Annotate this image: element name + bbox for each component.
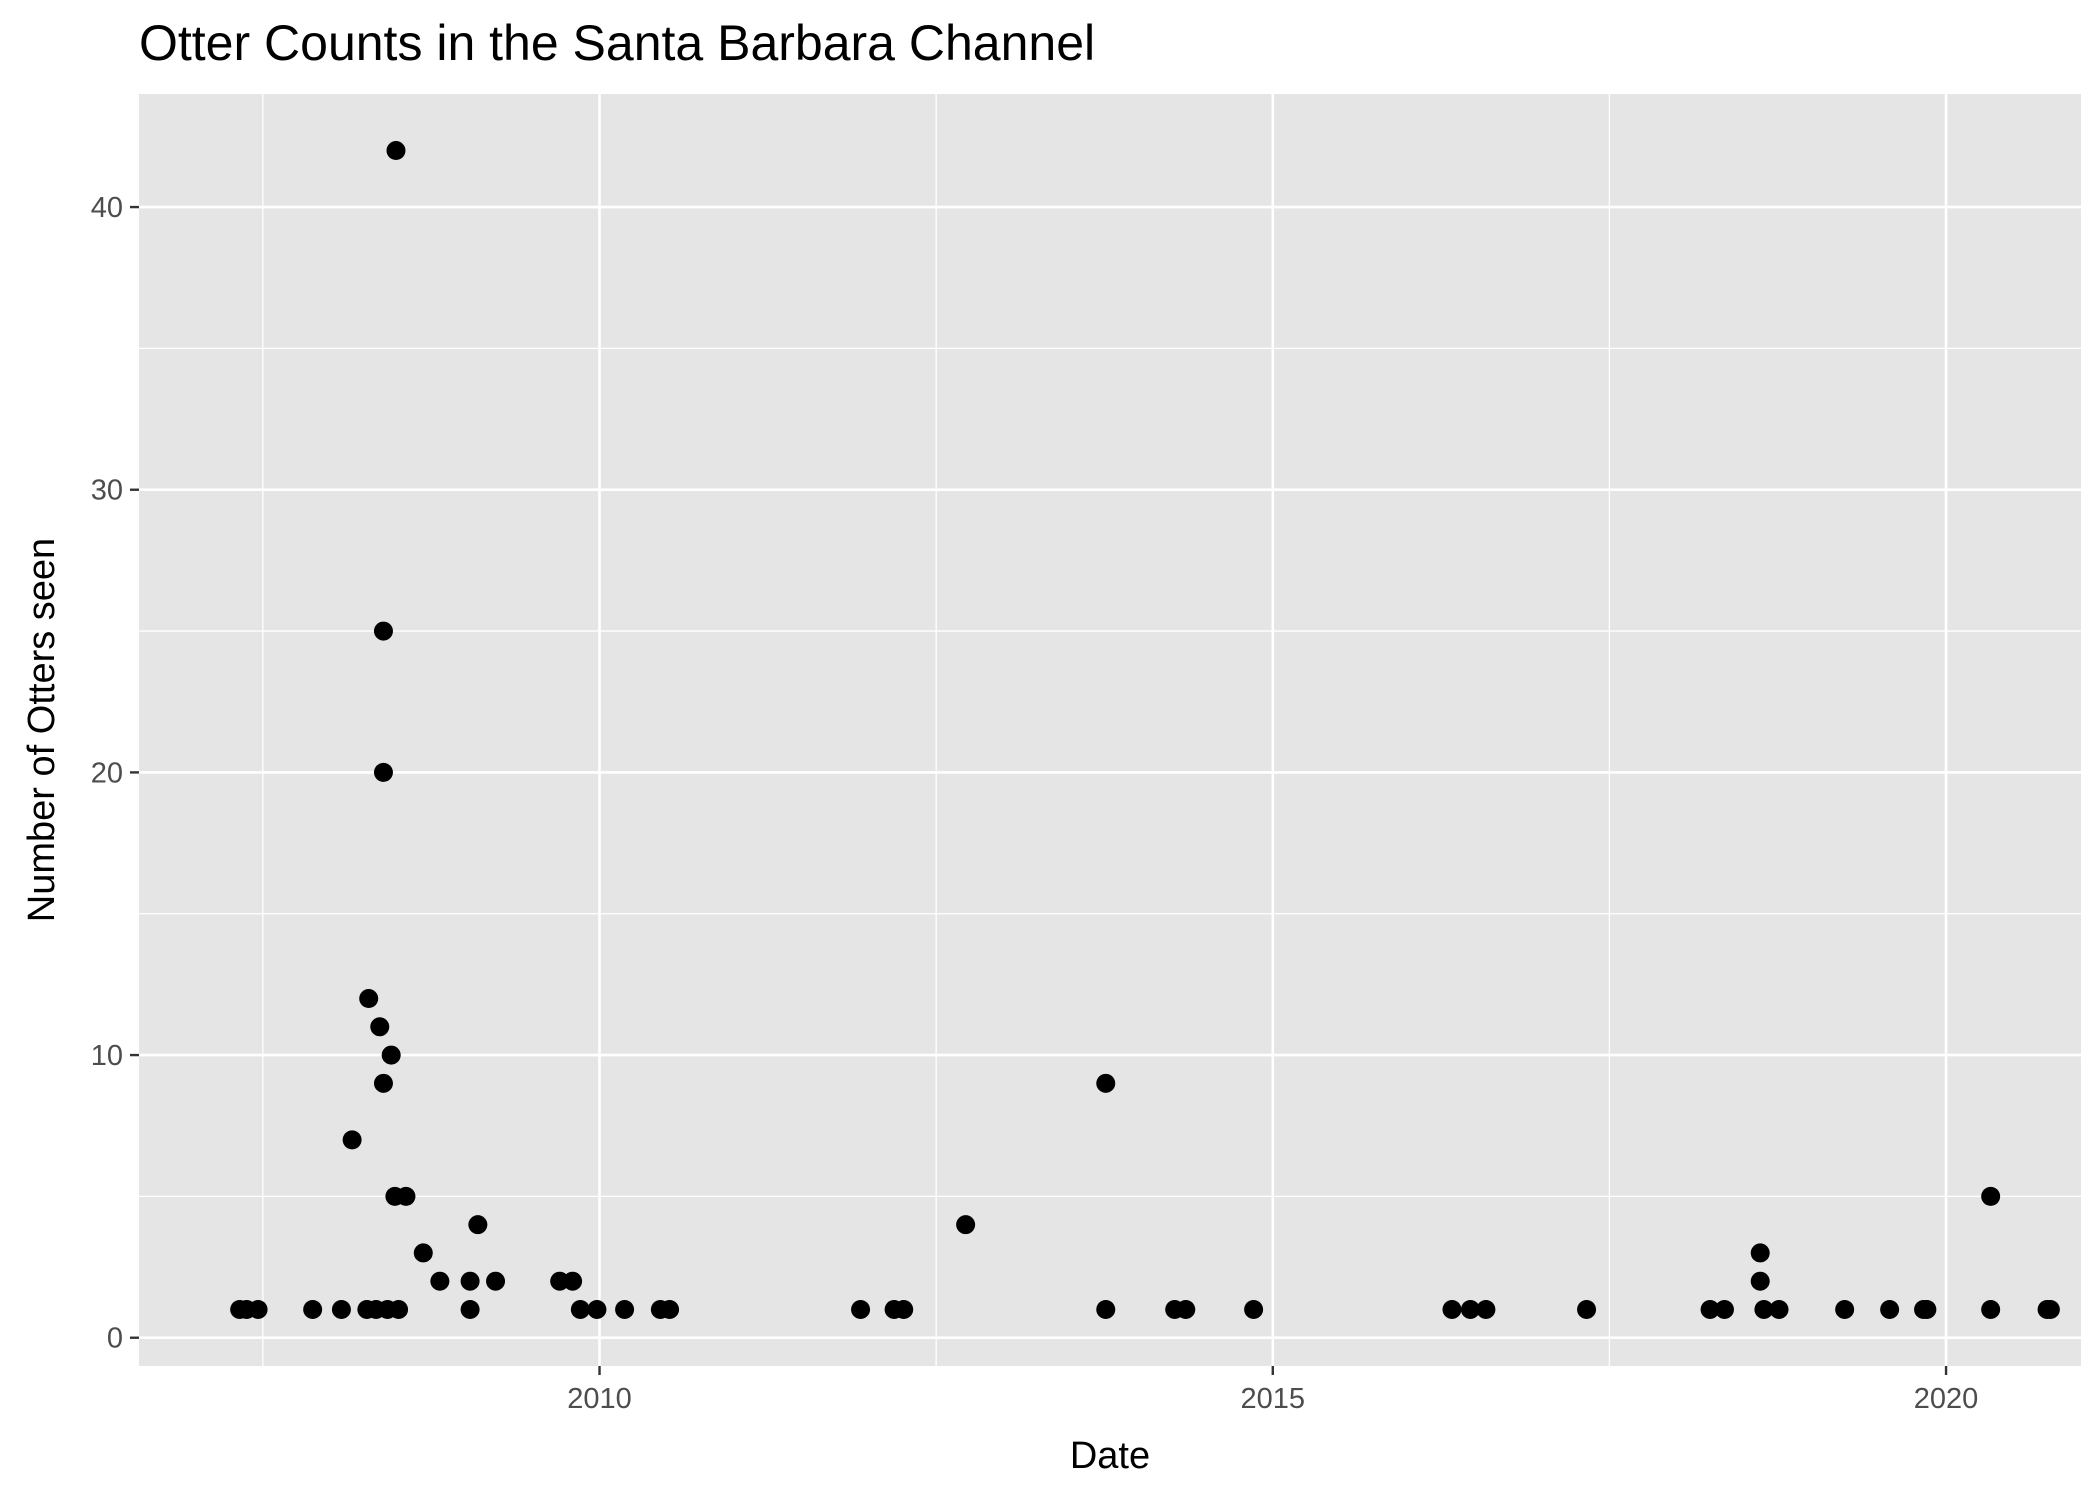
x-tick-label: 2020 <box>1914 1383 1979 1415</box>
data-point <box>248 1299 268 1319</box>
plot-panel <box>139 94 2081 1366</box>
minor-gridlines <box>139 94 2081 1366</box>
y-tick-label: 20 <box>91 757 123 789</box>
data-point <box>370 1017 390 1037</box>
data-point <box>1442 1299 1462 1319</box>
data-point <box>1835 1299 1855 1319</box>
data-point <box>331 1299 351 1319</box>
data-point <box>1096 1073 1116 1093</box>
data-point <box>956 1215 976 1235</box>
x-tick-label: 2015 <box>1241 1383 1306 1415</box>
data-point <box>660 1299 680 1319</box>
y-tick-label: 40 <box>91 192 123 224</box>
data-point <box>1750 1271 1770 1291</box>
data-point <box>1176 1299 1196 1319</box>
chart-title: Otter Counts in the Santa Barbara Channe… <box>139 15 1096 71</box>
data-point <box>486 1271 506 1291</box>
y-tick-label: 10 <box>91 1040 123 1072</box>
data-point <box>460 1299 480 1319</box>
data-point <box>1880 1299 1900 1319</box>
y-axis: 0 10 20 30 40 <box>91 192 139 1355</box>
data-point <box>430 1271 450 1291</box>
x-axis-title: Date <box>1070 1435 1150 1477</box>
data-points <box>230 141 2060 1319</box>
data-point <box>468 1215 488 1235</box>
data-point <box>386 141 406 161</box>
y-axis-title: Number of Otters seen <box>21 538 63 922</box>
data-point <box>1754 1299 1774 1319</box>
data-point <box>373 1073 393 1093</box>
data-point <box>1476 1299 1496 1319</box>
major-gridlines <box>139 94 2081 1366</box>
y-tick-label: 30 <box>91 475 123 507</box>
data-point <box>1244 1299 1264 1319</box>
data-point <box>342 1130 362 1150</box>
data-point <box>2040 1299 2060 1319</box>
data-point <box>381 1045 401 1065</box>
data-point <box>413 1243 433 1263</box>
data-point <box>587 1299 607 1319</box>
data-point <box>303 1299 323 1319</box>
data-point <box>389 1299 409 1319</box>
data-point <box>1096 1299 1116 1319</box>
data-point <box>373 621 393 641</box>
data-point <box>460 1271 480 1291</box>
x-axis: 2010 2015 2020 <box>567 1366 1978 1415</box>
data-point <box>894 1299 914 1319</box>
data-point <box>570 1299 590 1319</box>
data-point <box>1917 1299 1937 1319</box>
y-tick-label: 0 <box>107 1323 123 1355</box>
data-point <box>1714 1299 1734 1319</box>
data-point <box>1769 1299 1789 1319</box>
data-point <box>396 1186 416 1206</box>
data-point <box>359 989 379 1009</box>
data-point <box>1981 1299 2001 1319</box>
data-point <box>1750 1243 1770 1263</box>
x-tick-label: 2010 <box>567 1383 632 1415</box>
data-point <box>1700 1299 1720 1319</box>
data-point <box>563 1271 583 1291</box>
data-point <box>1577 1299 1597 1319</box>
data-point <box>1460 1299 1480 1319</box>
data-point <box>1981 1186 2001 1206</box>
data-point <box>615 1299 635 1319</box>
data-point <box>851 1299 871 1319</box>
data-point <box>373 762 393 782</box>
